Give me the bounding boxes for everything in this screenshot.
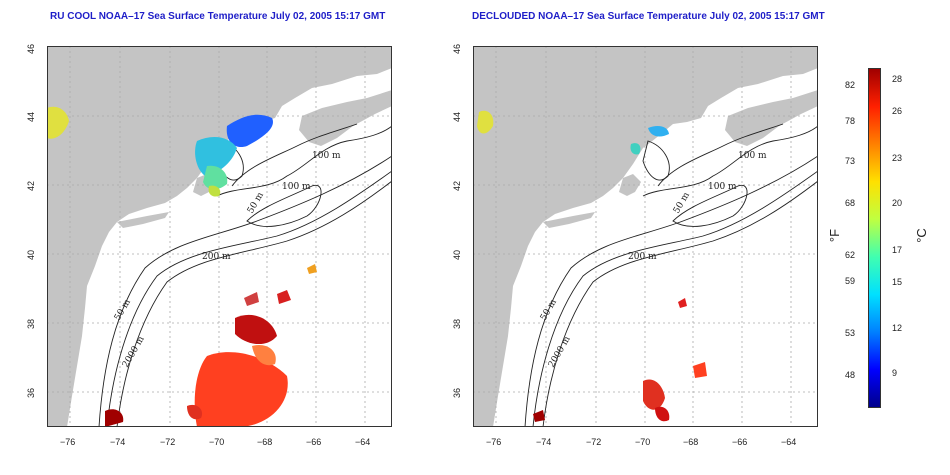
- lon-tick: −74: [536, 437, 552, 447]
- lon-tick: −76: [60, 437, 76, 447]
- contour-label: 200 m: [202, 252, 231, 262]
- fahrenheit-tick: 53: [845, 328, 856, 338]
- fahrenheit-tick: 78: [845, 116, 856, 126]
- celsius-tick: 28: [892, 74, 903, 84]
- lon-tick: −66: [306, 437, 322, 447]
- lat-tick: 44: [452, 111, 463, 123]
- celsius-tick: 9: [892, 368, 898, 378]
- lon-tick: −74: [110, 437, 126, 447]
- celsius-tick: 15: [892, 277, 903, 287]
- lat-tick: 38: [26, 318, 37, 330]
- fahrenheit-tick: 48: [845, 370, 856, 380]
- contour-label: 100 m: [708, 182, 737, 192]
- contour-label: 200 m: [628, 252, 657, 262]
- fahrenheit-tick: 68: [845, 198, 856, 208]
- land-long-island: [117, 212, 169, 228]
- land-long-island: [543, 212, 595, 228]
- sst-patches: [47, 106, 317, 427]
- panel-title-right: DECLOUDED NOAA–17 Sea Surface Temperatur…: [472, 11, 825, 22]
- celsius-tick: 20: [892, 198, 903, 208]
- lon-tick: −64: [781, 437, 797, 447]
- panel-title-left: RU COOL NOAA–17 Sea Surface Temperature …: [50, 11, 386, 22]
- sst-patches: [477, 110, 707, 422]
- map-panel-left: 100 m 100 m 50 m 200 m 50 m 2000 m: [47, 46, 392, 427]
- lat-tick: 38: [452, 318, 463, 330]
- lon-tick: −68: [257, 437, 273, 447]
- graticule: [473, 46, 818, 427]
- lon-tick: −64: [355, 437, 371, 447]
- lat-tick: 36: [26, 387, 37, 399]
- celsius-unit-label: °C: [913, 228, 929, 243]
- lat-tick: 46: [452, 43, 463, 55]
- lat-tick: 44: [26, 111, 37, 123]
- map-canvas-right: 100 m 100 m 50 m 200 m 50 m 2000 m: [473, 46, 818, 427]
- lon-tick: −72: [160, 437, 176, 447]
- map-frame: [473, 46, 818, 427]
- land-nova-scotia: [299, 90, 392, 146]
- lat-tick: 40: [26, 249, 37, 261]
- bathymetry-contours: [98, 123, 392, 427]
- map-frame: [47, 46, 392, 427]
- lon-tick: −70: [635, 437, 651, 447]
- lat-tick: 36: [452, 387, 463, 399]
- lon-tick: −70: [209, 437, 225, 447]
- lat-tick: 46: [26, 43, 37, 55]
- contour-label: 100 m: [312, 151, 341, 161]
- contour-label: 100 m: [738, 151, 767, 161]
- celsius-tick: 17: [892, 245, 903, 255]
- fahrenheit-tick: 59: [845, 276, 856, 286]
- land-nova-scotia: [725, 90, 818, 146]
- lon-tick: −68: [683, 437, 699, 447]
- celsius-tick: 23: [892, 153, 903, 163]
- land-mass: [473, 46, 818, 427]
- map-canvas-left: 100 m 100 m 50 m 200 m 50 m 2000 m: [47, 46, 392, 427]
- map-panel-right: 100 m 100 m 50 m 200 m 50 m 2000 m: [473, 46, 818, 427]
- bathymetry-contours: [524, 123, 818, 427]
- lon-tick: −66: [732, 437, 748, 447]
- temperature-colorbar: [868, 68, 881, 408]
- fahrenheit-tick: 73: [845, 156, 856, 166]
- celsius-tick: 12: [892, 323, 903, 333]
- lat-tick: 42: [452, 180, 463, 192]
- fahrenheit-tick: 82: [845, 80, 856, 90]
- fahrenheit-unit-label: °F: [827, 228, 843, 243]
- lon-tick: −76: [486, 437, 502, 447]
- lat-tick: 40: [452, 249, 463, 261]
- graticule: [47, 46, 392, 427]
- contour-label: 100 m: [282, 182, 311, 192]
- lon-tick: −72: [586, 437, 602, 447]
- fahrenheit-tick: 62: [845, 250, 856, 260]
- celsius-tick: 26: [892, 106, 903, 116]
- lat-tick: 42: [26, 180, 37, 192]
- land-mass: [47, 46, 392, 427]
